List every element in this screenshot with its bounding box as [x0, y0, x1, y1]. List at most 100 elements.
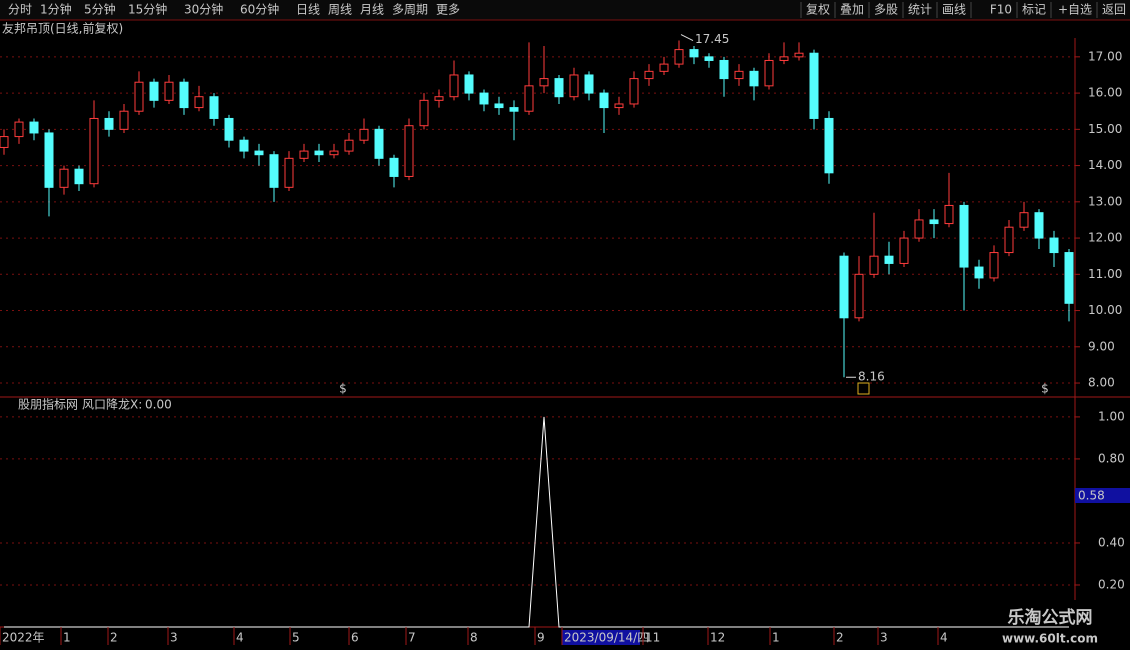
candle-body — [584, 74, 594, 94]
candle-body — [809, 52, 819, 119]
candle-body — [509, 107, 519, 112]
x-tick-label: 2 — [110, 631, 118, 645]
candle-body — [209, 96, 219, 119]
low-label: 8.16 — [858, 370, 885, 384]
candle-body — [269, 154, 279, 188]
candle-body — [464, 74, 474, 94]
toolbar-button[interactable]: 周线 — [328, 3, 352, 17]
event-marker[interactable]: $ — [339, 382, 347, 396]
candle-body — [1019, 212, 1029, 228]
candle-body — [74, 168, 84, 185]
candle-body — [0, 136, 9, 148]
candle-body — [179, 81, 189, 109]
high-label: 17.45 — [695, 32, 729, 46]
candle-body — [239, 139, 249, 152]
y-tick-label: 16.00 — [1088, 86, 1122, 100]
x-tick-label: 4 — [940, 631, 948, 645]
candle-body — [659, 63, 669, 72]
toolbar-button[interactable]: 标记 — [1022, 3, 1046, 17]
indicator-title: 股朋指标网 — [18, 397, 78, 412]
candle-body — [569, 74, 579, 98]
candle-body — [494, 103, 504, 109]
candle-body — [614, 103, 624, 109]
x-tick-label: 2023/09/14/四 — [564, 631, 649, 645]
candle-body — [104, 117, 114, 130]
candle-body — [254, 150, 264, 156]
candle-body — [59, 168, 69, 188]
candle-body — [794, 52, 804, 58]
toolbar-button[interactable]: 多周期 — [392, 3, 428, 17]
toolbar-button[interactable]: 日线 — [296, 3, 320, 17]
toolbar-button[interactable]: 更多 — [436, 3, 460, 17]
x-tick-label: 1 — [63, 631, 71, 645]
cursor-date-bg — [562, 630, 640, 645]
x-tick-label: 2022年 — [2, 631, 45, 645]
x-tick-label: 5 — [292, 631, 300, 645]
event-icon[interactable] — [857, 382, 870, 395]
candle-body — [704, 56, 714, 61]
candle-body — [299, 150, 309, 159]
toolbar-button[interactable]: 月线 — [360, 3, 384, 17]
y-tick-label: 8.00 — [1088, 376, 1115, 390]
toolbar-button[interactable]: 分时 — [8, 3, 32, 17]
event-marker[interactable]: $ — [1041, 382, 1049, 396]
indicator-current: 0.00 — [145, 398, 172, 412]
candle-body — [539, 78, 549, 87]
toolbar-button[interactable]: +自选 — [1058, 3, 1092, 17]
candle-body — [1064, 252, 1074, 304]
indicator-name: 风口降龙X: — [82, 398, 142, 412]
toolbar — [0, 0, 1130, 20]
x-tick-label: 3 — [170, 631, 178, 645]
candle-body — [1049, 237, 1059, 254]
candle-body — [44, 132, 54, 188]
candle-body — [854, 273, 864, 319]
candle-body — [884, 255, 894, 264]
candle-body — [344, 139, 354, 152]
cursor-box — [1075, 488, 1130, 503]
high-arrow — [680, 34, 694, 41]
candle-body — [749, 70, 759, 87]
candle-body — [764, 59, 774, 87]
candle-body — [554, 78, 564, 98]
y-tick-label: 0.80 — [1098, 451, 1125, 465]
toolbar-button[interactable]: 画线 — [942, 3, 966, 17]
y-tick-label: 9.00 — [1088, 339, 1115, 353]
toolbar-button[interactable]: 5分钟 — [84, 2, 116, 17]
watermark-bg — [985, 600, 1130, 650]
toolbar-button[interactable]: 返回 — [1102, 3, 1126, 17]
candle-body — [434, 96, 444, 101]
toolbar-button[interactable]: 叠加 — [840, 3, 864, 17]
x-tick-label: 12 — [710, 631, 725, 645]
candle-body — [689, 49, 699, 58]
toolbar-button[interactable]: 复权 — [806, 3, 830, 17]
candle-body — [869, 255, 879, 275]
toolbar-button[interactable]: F10 — [990, 3, 1012, 17]
candle-body — [284, 157, 294, 188]
candle-body — [899, 237, 909, 264]
candle-body — [599, 92, 609, 109]
y-tick-label: 11.00 — [1088, 267, 1122, 281]
y-tick-label: 12.00 — [1088, 231, 1122, 245]
candle-body — [839, 255, 849, 319]
candle-body — [224, 117, 234, 141]
toolbar-button[interactable]: 1分钟 — [40, 2, 72, 17]
candle-body — [449, 74, 459, 98]
y-tick-label: 13.00 — [1088, 194, 1122, 208]
candle-body — [944, 204, 954, 225]
candle-body — [674, 49, 684, 65]
candle-body — [149, 81, 159, 101]
candle-body — [734, 70, 744, 80]
toolbar-button[interactable]: 30分钟 — [184, 2, 223, 17]
candle-body — [824, 117, 834, 174]
candle-body — [374, 128, 384, 159]
candle-body — [719, 59, 729, 80]
toolbar-button[interactable]: 60分钟 — [240, 2, 279, 17]
candle-body — [404, 125, 414, 177]
toolbar-button[interactable]: 多股 — [874, 3, 898, 17]
toolbar-button[interactable]: 15分钟 — [128, 2, 167, 17]
watermark-name: 乐淘公式网 — [1008, 607, 1093, 628]
toolbar-button[interactable]: 统计 — [908, 3, 932, 17]
